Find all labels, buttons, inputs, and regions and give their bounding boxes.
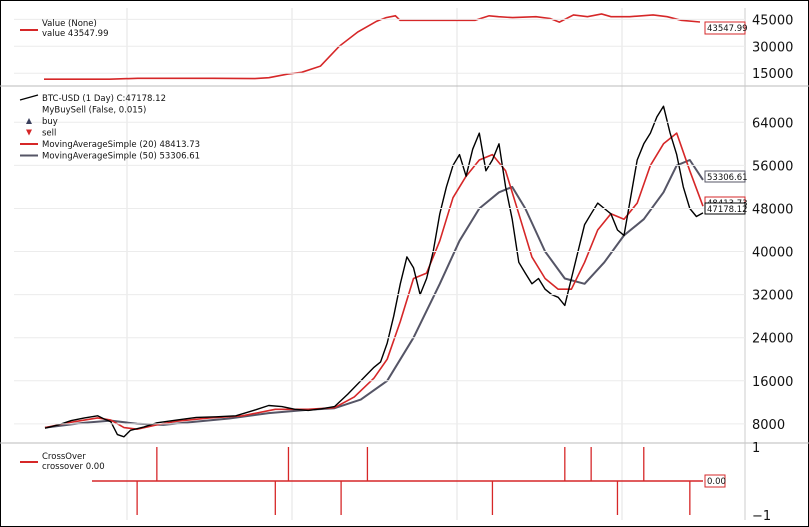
value-last-tag-text: 43547.99 [707,24,748,34]
value-legend-header: Value (None) [42,19,97,29]
crossover-legend-line: crossover 0.00 [42,462,105,472]
price-legend-label: BTC-USD (1 Day) C:47178.12 [42,94,166,104]
value-last-tag: 43547.99 [704,21,748,35]
price-ytick-label: 40000 [752,246,793,261]
price-line [44,105,704,438]
sell-marker-icon [26,129,32,136]
price-legend-label: MyBuySell (False, 0.015) [42,106,146,116]
price-last-tag-box [704,170,746,183]
price-ytick-label: 24000 [752,332,793,347]
price-ytick-label: 48000 [752,202,793,217]
price-panel: 800016000240003200040000480005600064000 … [14,94,793,438]
value-ytick-label: 45000 [752,13,793,28]
value-legend-line: value 43547.99 [42,29,108,39]
price-ytick-label: 8000 [752,418,785,433]
price-legend-label: MovingAverageSimple (20) 48413.73 [42,140,200,150]
crossover-last-tag-text: 0.00 [707,477,726,487]
crossover-ytick-label: −1 [752,509,771,524]
value-legend: Value (None) value 43547.99 [20,19,108,39]
price-legend-label: MovingAverageSimple (50) 53306.61 [42,152,200,162]
price-legend-label: sell [42,129,56,139]
legend-swatch [19,94,39,101]
sma50-line [44,159,704,429]
value-ytick-label: 30000 [752,40,793,55]
price-ytick-label: 16000 [752,375,793,390]
crossover-ytick-label: 1 [752,441,760,456]
value-ytick-label: 15000 [752,67,793,82]
price-legend-label: buy [42,117,58,127]
price-ytick-label: 56000 [752,159,793,174]
crossover-last-tag: 0.00 [704,474,726,488]
buy-marker-icon [26,118,32,124]
price-last-tag-text: 53306.61 [707,173,748,183]
price-legend: BTC-USD (1 Day) C:47178.12 MyBuySell (Fal… [19,94,200,162]
price-last-tag-box [704,202,746,215]
value-series-line [44,13,701,80]
price-last-tag-text: 47178.12 [707,205,748,215]
value-panel: 15000 30000 45000 Value (None) value 43547… [14,13,793,82]
crossover-panel: 1 −1 CrossOver crossover 0.00 0.00 [20,441,771,524]
crossover-legend-header: CrossOver [42,452,86,462]
price-ytick-label: 32000 [752,289,793,304]
price-ytick-label: 64000 [752,116,793,131]
crossover-legend: CrossOver crossover 0.00 [20,452,105,472]
price-last-tags: 53306.6148413.7347178.12 [704,170,748,215]
sma20-line [44,132,704,430]
